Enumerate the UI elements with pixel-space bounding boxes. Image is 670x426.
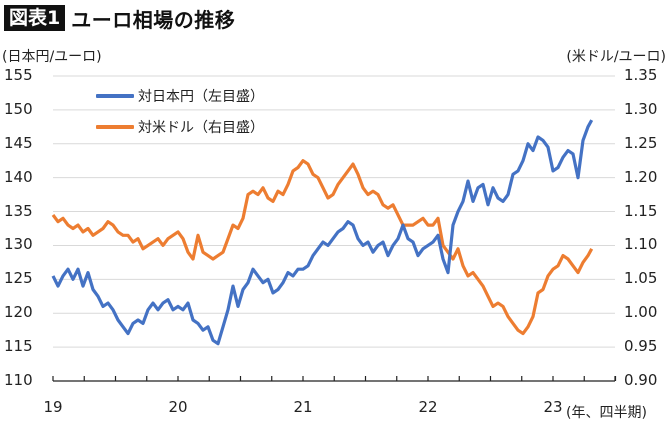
right-tick-label: 1.20	[624, 167, 658, 186]
x-axis-unit: (年、四半期)	[566, 405, 647, 421]
right-tick-label: 1.30	[624, 99, 658, 118]
x-tick-label: 20	[168, 398, 188, 416]
right-tick-label: 1.25	[624, 133, 658, 152]
legend-label-usd: 対米ドル（右目盛）	[138, 120, 264, 136]
x-axis-line	[52, 376, 617, 382]
chart-title: ユーロ相場の推移	[71, 7, 236, 32]
x-tick-label: 22	[418, 398, 438, 416]
figure-badge: 図表1	[4, 5, 66, 31]
right-tick-label: 1.35	[624, 66, 658, 84]
x-tick-label: 21	[293, 398, 313, 416]
right-tick-label: 1.00	[624, 303, 658, 322]
jpy-series-line	[51, 119, 594, 346]
right-tick-label: 1.15	[624, 201, 658, 220]
legend-label-jpy: 対日本円（左目盛）	[138, 89, 264, 105]
x-tick-label: 23	[543, 398, 563, 416]
right-tick-label: 1.10	[624, 235, 658, 254]
legend-swatch-jpy-icon	[96, 94, 134, 98]
right-tick-label: 0.90	[624, 371, 658, 389]
legend-item-usd: 対米ドル（右目盛）	[96, 117, 264, 137]
usd-series-line	[51, 159, 594, 336]
left-tick-label: 150	[4, 99, 33, 118]
left-tick-label: 155	[4, 66, 33, 84]
right-axis-unit: (米ドル/ユーロ)	[566, 49, 666, 65]
legend-item-jpy: 対日本円（左目盛）	[96, 86, 264, 106]
left-tick-label: 145	[4, 133, 33, 152]
right-tick-label: 1.05	[624, 269, 658, 288]
left-tick-label: 120	[4, 303, 33, 322]
left-tick-label: 115	[4, 337, 33, 356]
right-tick-label: 0.95	[624, 337, 658, 356]
chart-header: 図表1 ユーロ相場の推移	[4, 4, 235, 32]
legend-swatch-usd-icon	[96, 125, 134, 129]
x-tick-label: 19	[43, 398, 63, 416]
left-axis-unit: (日本円/ユーロ)	[2, 49, 102, 65]
left-tick-label: 135	[4, 201, 33, 220]
left-tick-label: 140	[4, 167, 33, 186]
left-tick-label: 125	[4, 269, 33, 288]
left-tick-label: 110	[4, 371, 33, 389]
left-tick-label: 130	[4, 235, 33, 254]
